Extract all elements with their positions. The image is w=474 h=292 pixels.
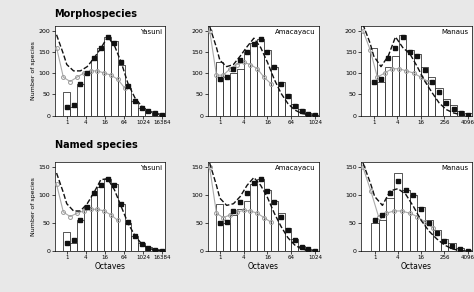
Bar bbox=[91, 195, 97, 251]
Bar bbox=[384, 67, 392, 116]
Bar bbox=[70, 107, 77, 116]
Bar bbox=[379, 220, 386, 251]
Bar bbox=[217, 62, 223, 116]
Bar bbox=[77, 220, 84, 251]
Bar bbox=[271, 201, 278, 251]
Text: Morphospecies: Morphospecies bbox=[55, 9, 137, 19]
Bar bbox=[264, 190, 271, 251]
Bar bbox=[244, 201, 250, 251]
Bar bbox=[394, 173, 402, 251]
Bar bbox=[250, 43, 257, 116]
Bar bbox=[428, 77, 436, 116]
Text: Yasuni: Yasuni bbox=[140, 29, 162, 35]
Bar bbox=[91, 60, 97, 116]
Bar bbox=[457, 111, 465, 116]
Bar bbox=[223, 77, 230, 116]
Bar bbox=[421, 67, 428, 116]
Bar bbox=[425, 220, 433, 251]
Bar bbox=[414, 54, 421, 116]
Bar bbox=[97, 187, 104, 251]
Text: Amacayacu: Amacayacu bbox=[274, 29, 315, 35]
Bar bbox=[284, 228, 292, 251]
Bar bbox=[278, 213, 284, 251]
Y-axis label: Number of species: Number of species bbox=[31, 41, 36, 100]
Bar bbox=[64, 232, 70, 251]
Bar bbox=[125, 88, 131, 116]
Bar bbox=[70, 243, 77, 251]
Y-axis label: Number of species: Number of species bbox=[31, 177, 36, 236]
Bar bbox=[77, 84, 84, 116]
Bar bbox=[152, 113, 159, 116]
Bar bbox=[138, 243, 145, 251]
Bar bbox=[399, 35, 406, 116]
Bar bbox=[456, 248, 464, 251]
Bar bbox=[152, 249, 159, 251]
Bar bbox=[298, 246, 305, 251]
Bar bbox=[138, 108, 145, 116]
Bar bbox=[377, 81, 384, 116]
Bar bbox=[370, 48, 377, 116]
Bar bbox=[312, 115, 319, 116]
Text: Manaus: Manaus bbox=[441, 165, 468, 171]
Text: Manaus: Manaus bbox=[441, 29, 468, 35]
Bar bbox=[417, 206, 425, 251]
Bar bbox=[264, 50, 271, 116]
X-axis label: Octaves: Octaves bbox=[94, 262, 126, 271]
Bar bbox=[257, 179, 264, 251]
Bar bbox=[257, 39, 264, 116]
Bar bbox=[292, 104, 298, 116]
Bar bbox=[64, 92, 70, 116]
Bar bbox=[97, 48, 104, 116]
Bar bbox=[118, 204, 125, 251]
Bar bbox=[284, 94, 292, 116]
Bar bbox=[298, 109, 305, 116]
Bar bbox=[271, 67, 278, 116]
Bar bbox=[223, 223, 230, 251]
Bar bbox=[217, 204, 223, 251]
Bar bbox=[443, 98, 450, 116]
Bar bbox=[278, 81, 284, 116]
Bar bbox=[402, 190, 410, 251]
Bar bbox=[111, 41, 118, 116]
Bar bbox=[433, 230, 441, 251]
X-axis label: Octaves: Octaves bbox=[247, 262, 279, 271]
Bar bbox=[406, 50, 414, 116]
Bar bbox=[464, 250, 472, 251]
Bar bbox=[125, 223, 131, 251]
Bar bbox=[450, 105, 457, 116]
Text: Amacayacu: Amacayacu bbox=[274, 165, 315, 171]
Text: Yasuni: Yasuni bbox=[140, 165, 162, 171]
Bar bbox=[159, 115, 165, 116]
Bar bbox=[145, 247, 152, 251]
Bar bbox=[230, 73, 237, 116]
Bar bbox=[145, 111, 152, 116]
Bar bbox=[292, 239, 298, 251]
Bar bbox=[448, 243, 456, 251]
Bar bbox=[237, 69, 244, 116]
Bar bbox=[237, 209, 244, 251]
Text: Named species: Named species bbox=[55, 140, 137, 150]
Bar bbox=[305, 249, 312, 251]
Bar bbox=[104, 37, 111, 116]
Bar bbox=[104, 179, 111, 251]
Bar bbox=[386, 198, 394, 251]
Bar bbox=[250, 184, 257, 251]
Bar bbox=[392, 56, 399, 116]
Bar bbox=[131, 101, 138, 116]
Bar bbox=[118, 65, 125, 116]
Bar bbox=[305, 113, 312, 116]
Bar bbox=[111, 184, 118, 251]
Bar bbox=[230, 215, 237, 251]
Bar bbox=[84, 73, 91, 116]
Bar bbox=[465, 113, 472, 116]
Bar bbox=[436, 88, 443, 116]
Bar bbox=[410, 195, 417, 251]
Bar bbox=[371, 223, 379, 251]
Bar bbox=[131, 236, 138, 251]
Bar bbox=[441, 239, 448, 251]
Bar bbox=[244, 52, 250, 116]
X-axis label: Octaves: Octaves bbox=[401, 262, 432, 271]
Bar bbox=[84, 206, 91, 251]
